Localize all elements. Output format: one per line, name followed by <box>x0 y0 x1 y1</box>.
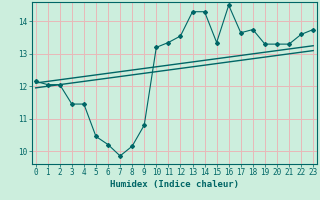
X-axis label: Humidex (Indice chaleur): Humidex (Indice chaleur) <box>110 180 239 189</box>
